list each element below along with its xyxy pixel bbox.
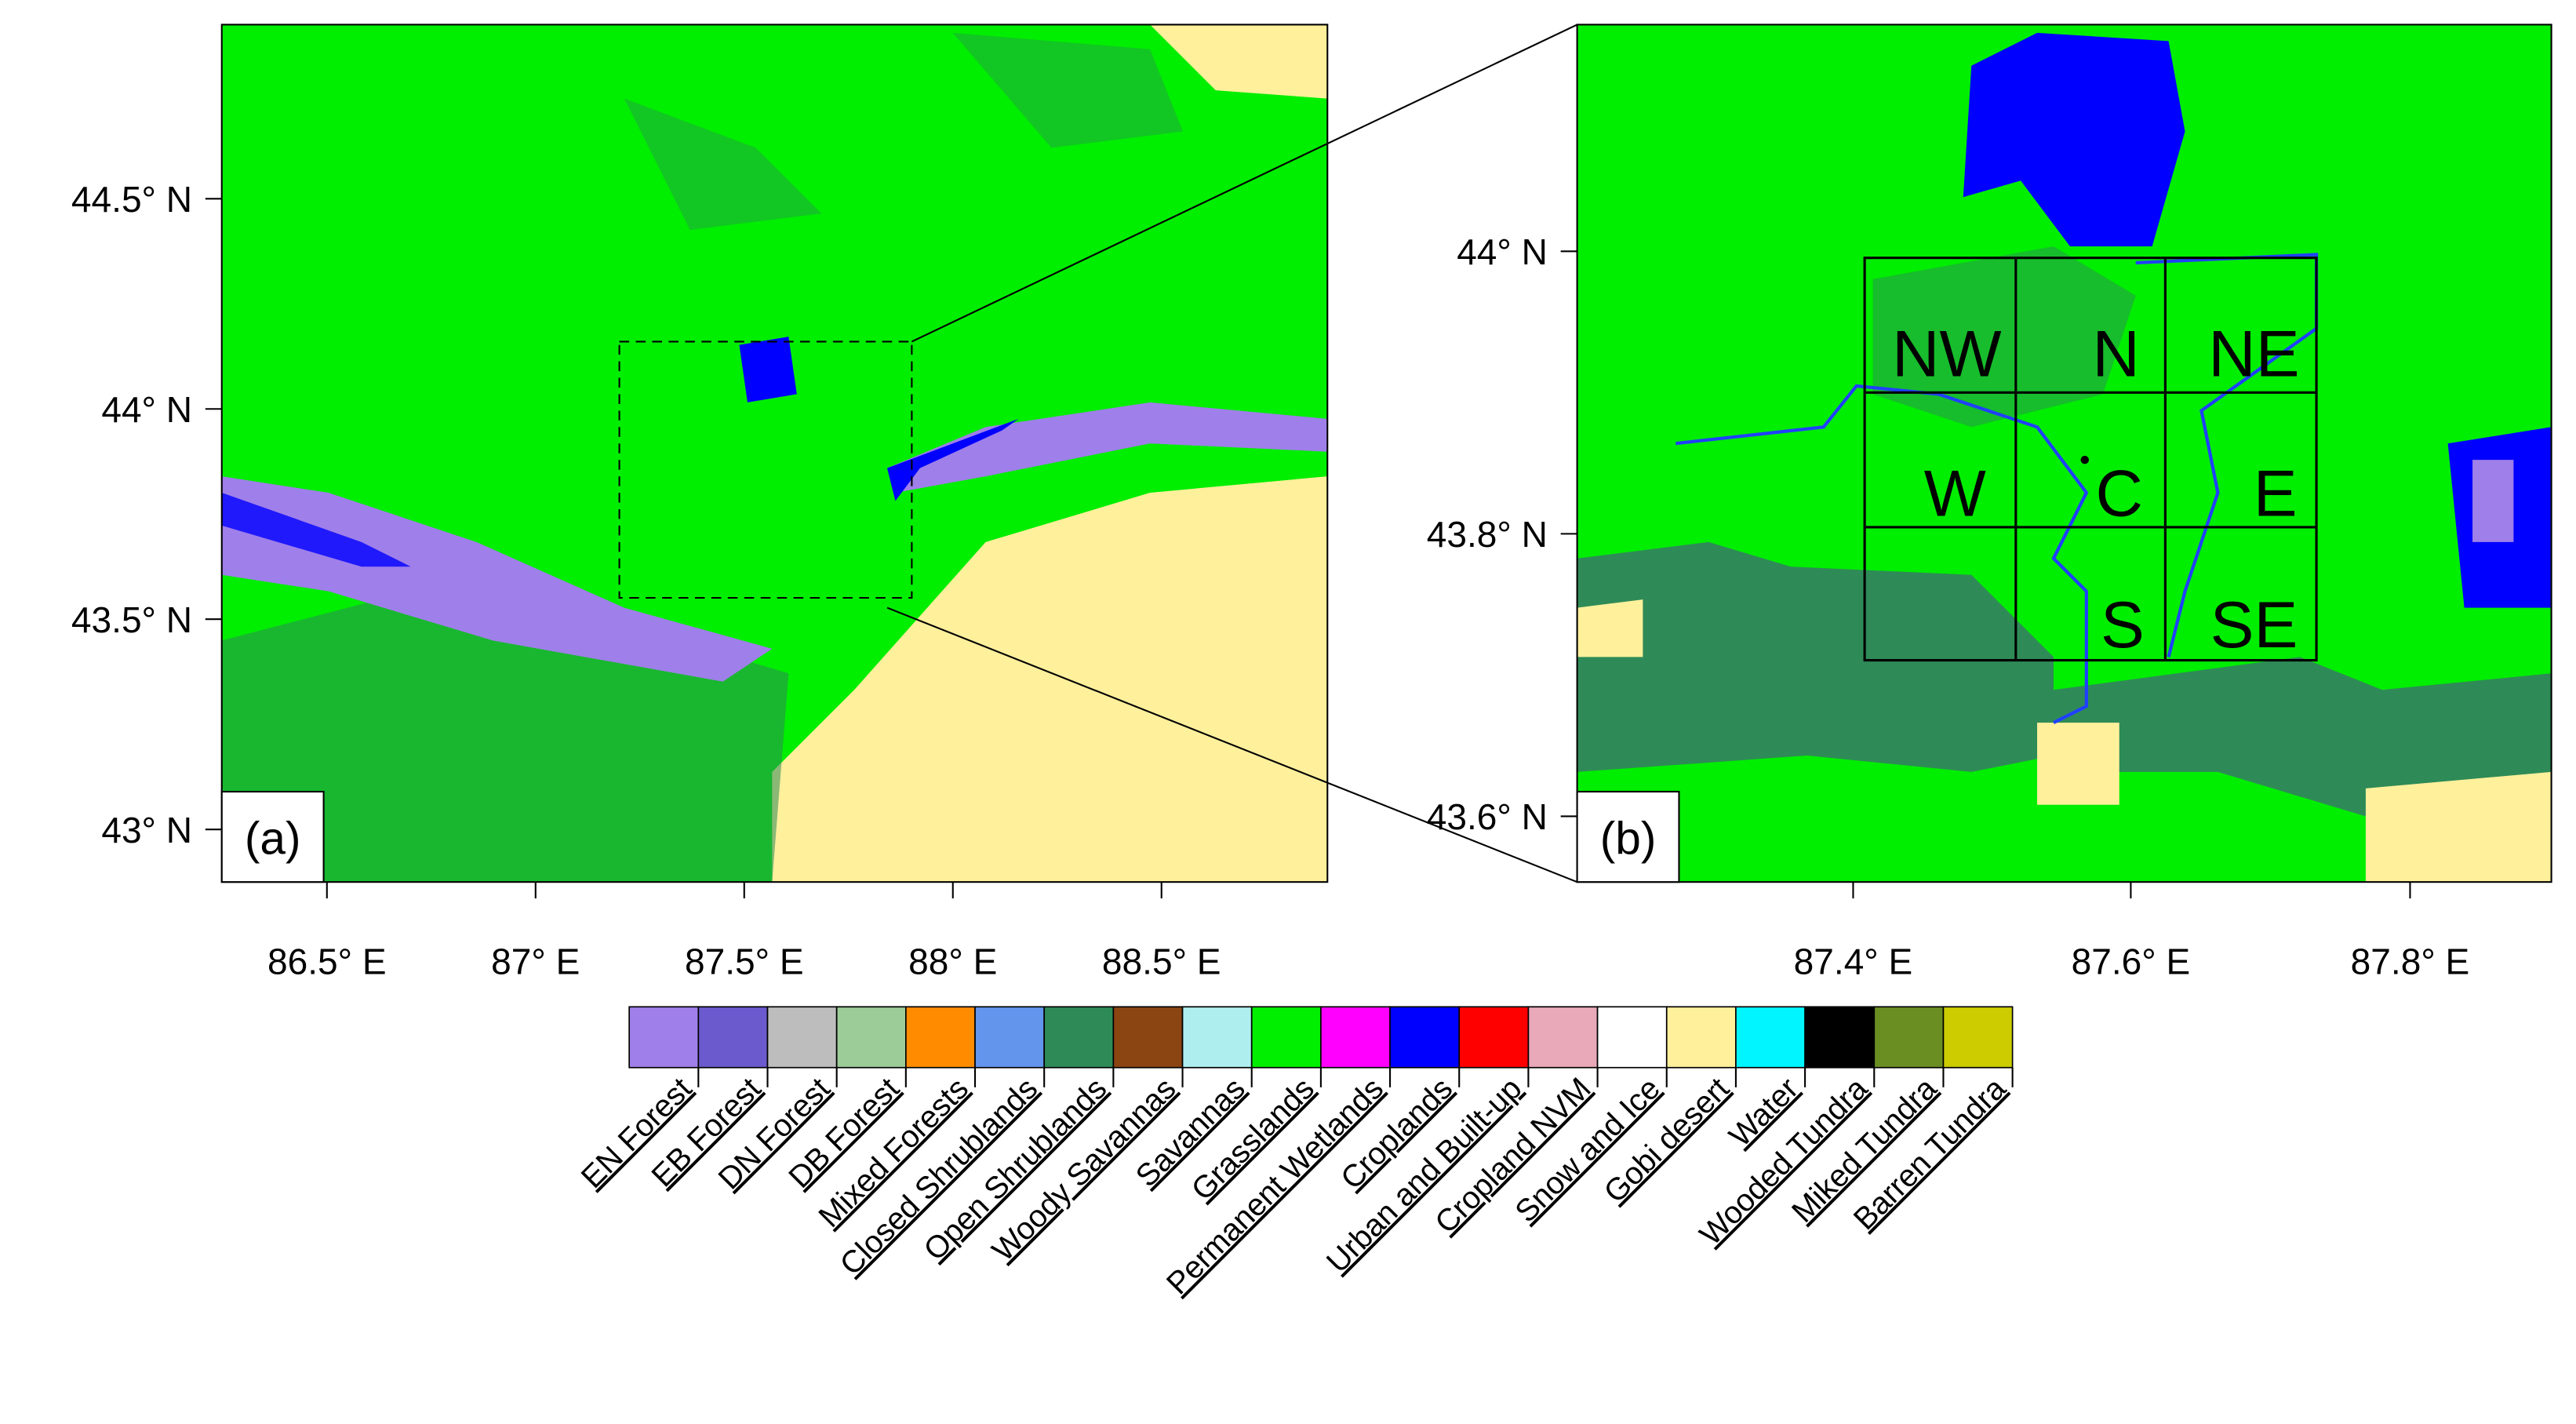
region-label: N	[2092, 316, 2139, 390]
x-tick-label: 88° E	[908, 941, 997, 982]
legend-swatch	[1527, 1006, 1599, 1069]
region-label: NW	[1892, 316, 2002, 390]
region-label: SE	[2210, 588, 2298, 661]
x-tick-label: 87° E	[491, 941, 580, 982]
map-a	[221, 24, 1328, 883]
x-tick-label: 87.6° E	[2072, 941, 2191, 982]
legend-swatch	[1112, 1006, 1184, 1069]
legend-swatch	[1043, 1006, 1115, 1069]
x-tick-label: 87.4° E	[1794, 941, 1913, 982]
legend-swatch	[1735, 1006, 1806, 1069]
legend-swatch	[1181, 1006, 1253, 1069]
legend-swatch	[628, 1006, 700, 1069]
legend-swatch	[974, 1006, 1046, 1069]
legend-swatch	[1942, 1006, 2014, 1069]
region-label: S	[2101, 588, 2145, 661]
x-tick-label: 87.8° E	[2351, 941, 2470, 982]
legend-swatch	[1250, 1006, 1322, 1069]
y-tick-label: 43.6° N	[1427, 796, 1548, 837]
legend-swatch	[1389, 1006, 1461, 1069]
y-tick-label: 44.5° N	[71, 179, 192, 220]
x-tick-label: 87.5° E	[685, 941, 804, 982]
legend-swatch	[1804, 1006, 1876, 1069]
region-label: E	[2254, 456, 2298, 530]
legend-swatch	[905, 1006, 976, 1069]
y-tick-label: 43.8° N	[1427, 514, 1548, 555]
map-b	[1577, 24, 2552, 883]
region-label: NE	[2208, 316, 2299, 390]
y-tick-label: 43.5° N	[71, 599, 192, 640]
y-tick-label: 44° N	[1457, 231, 1548, 272]
frame-b	[1576, 24, 2552, 883]
legend-swatch	[1873, 1006, 1945, 1069]
legend-swatch	[1665, 1006, 1737, 1069]
legend-swatch	[697, 1006, 769, 1069]
legend-swatch	[835, 1006, 907, 1069]
y-tick-label: 44° N	[101, 389, 192, 430]
y-tick-label: 43° N	[101, 810, 192, 850]
zoom-box	[618, 341, 913, 599]
legend-swatch	[1596, 1006, 1668, 1069]
panel-label: (b)	[1600, 814, 1657, 865]
x-tick-label: 86.5° E	[267, 941, 387, 982]
legend-swatch	[1320, 1006, 1391, 1069]
region-label: W	[1924, 456, 1986, 530]
panel-label-box	[1576, 790, 1680, 883]
x-tick-label: 88.5° E	[1102, 941, 1221, 982]
region-label: C	[2096, 456, 2143, 530]
legend-swatch	[766, 1006, 838, 1069]
region-grid	[1863, 257, 2318, 662]
panel-label: (a)	[245, 814, 301, 865]
legend-swatch	[1458, 1006, 1530, 1069]
zoom-line	[886, 606, 1577, 883]
panel-label-box	[220, 790, 325, 883]
zoom-line	[911, 24, 1578, 343]
frame-a	[220, 24, 1329, 883]
